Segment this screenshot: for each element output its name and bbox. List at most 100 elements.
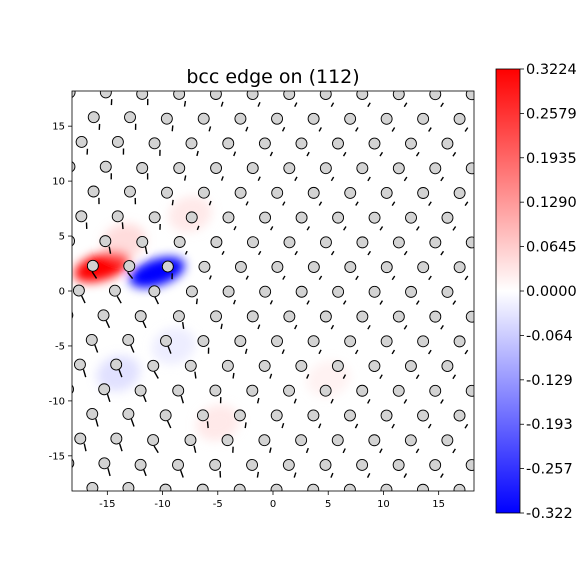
displacement-arrow (171, 125, 174, 132)
displacement-arrow (415, 226, 420, 231)
atom-marker (356, 162, 369, 175)
atom-marker (246, 458, 259, 471)
atom-marker (246, 162, 259, 175)
displacement-arrow (440, 102, 444, 108)
atom-marker (465, 162, 474, 175)
atom-marker (75, 210, 88, 223)
displacement-arrow (330, 176, 335, 182)
x-tick-label: 10 (377, 499, 390, 510)
atom-marker (86, 407, 99, 420)
displacement-arrow (428, 275, 432, 281)
colorbar-tick-label: -0.129 (526, 373, 573, 389)
displacement-arrow (141, 320, 147, 329)
displacement-arrow (306, 374, 310, 379)
atom-marker (344, 186, 357, 199)
atom-marker (404, 434, 417, 447)
atom-marker (86, 482, 99, 491)
displacement-arrow (354, 349, 359, 355)
displacement-arrow (489, 375, 492, 379)
atom-marker (417, 483, 429, 491)
atom-marker (173, 162, 186, 174)
atom-marker (123, 260, 136, 272)
displacement-arrow (342, 448, 346, 454)
atom-marker (295, 137, 308, 150)
atom-marker (282, 458, 295, 471)
displacement-arrow (428, 201, 432, 207)
atom-marker (87, 111, 100, 124)
displacement-arrow (80, 295, 86, 304)
displacement-arrow (181, 321, 185, 329)
displacement-arrow (257, 176, 261, 181)
displacement-arrow (477, 251, 480, 255)
displacement-arrow (330, 250, 335, 256)
displacement-arrow (464, 201, 469, 207)
atom-marker (392, 162, 405, 175)
displacement-arrow (354, 423, 359, 429)
atom-marker (344, 409, 356, 422)
displacement-arrow (342, 300, 347, 305)
atom-marker (417, 335, 430, 348)
atom-marker (380, 261, 393, 274)
atom-marker (380, 483, 393, 491)
displacement-arrow (452, 300, 457, 305)
displacement-arrow (257, 101, 261, 107)
colorbar-tick-label: 0.2579 (526, 106, 576, 122)
displacement-arrow (403, 473, 408, 478)
atom-marker (209, 91, 222, 100)
atom-marker (270, 483, 283, 491)
atom-marker (210, 236, 223, 249)
displacement-arrow (464, 275, 469, 281)
atom-marker (283, 384, 295, 397)
atom-marker (295, 211, 308, 224)
atom-marker (429, 384, 442, 397)
displacement-arrow (244, 422, 247, 429)
displacement-arrow (94, 344, 99, 353)
displacement-arrow (293, 398, 297, 404)
atom-marker (271, 186, 284, 199)
atom-marker (72, 458, 75, 468)
displacement-arrow (477, 103, 480, 107)
displacement-arrow (489, 449, 492, 453)
displacement-arrows (80, 98, 492, 479)
displacement-arrow (366, 473, 371, 478)
atom-marker (283, 162, 296, 175)
displacement-arrow (452, 151, 457, 157)
displacement-arrow (355, 127, 359, 132)
displacement-arrow (391, 275, 396, 281)
atom-marker (222, 285, 235, 298)
field-blob (74, 251, 130, 283)
displacement-arrow (306, 226, 310, 231)
atom-marker (368, 285, 381, 298)
displacement-arrow (415, 374, 420, 380)
atom-marker (122, 482, 135, 491)
atom-marker (417, 112, 430, 125)
atom-marker (441, 211, 454, 224)
displacement-arrow (233, 226, 237, 231)
displacement-arrow (489, 152, 492, 156)
atom-marker (134, 458, 147, 471)
atom-marker (258, 137, 271, 150)
atom-marker (331, 434, 344, 447)
atom-marker (368, 360, 381, 372)
displacement-arrow (391, 423, 395, 429)
atom-marker (72, 311, 74, 319)
displacement-arrow (379, 374, 383, 380)
y-tick-label: 15 (52, 122, 65, 133)
atom-marker (136, 162, 149, 174)
colorbar-tick-label: -0.193 (526, 417, 573, 433)
atom-marker (210, 310, 222, 323)
displacement-arrow (305, 447, 309, 454)
displacement-arrow (342, 374, 347, 379)
displacement-arrow (282, 201, 286, 206)
atom-marker (319, 310, 332, 323)
displacement-arrow (391, 201, 396, 206)
displacement-arrow (257, 324, 261, 330)
atom-marker (307, 409, 320, 422)
displacement-arrow (318, 127, 322, 132)
y-tick-label: -5 (55, 341, 65, 352)
atom-marker (319, 162, 332, 175)
displacement-arrow (153, 371, 159, 379)
displacement-arrow (403, 102, 408, 108)
displacement-arrow (105, 320, 111, 329)
atom-marker (320, 236, 332, 249)
